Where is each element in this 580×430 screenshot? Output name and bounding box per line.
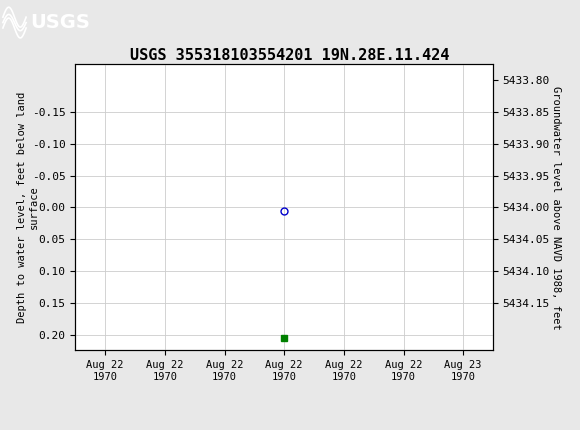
Text: USGS: USGS	[30, 13, 90, 32]
Y-axis label: Groundwater level above NAVD 1988, feet: Groundwater level above NAVD 1988, feet	[550, 86, 560, 329]
Text: USGS 355318103554201 19N.28E.11.424: USGS 355318103554201 19N.28E.11.424	[130, 48, 450, 62]
Y-axis label: Depth to water level, feet below land
surface: Depth to water level, feet below land su…	[17, 92, 38, 323]
